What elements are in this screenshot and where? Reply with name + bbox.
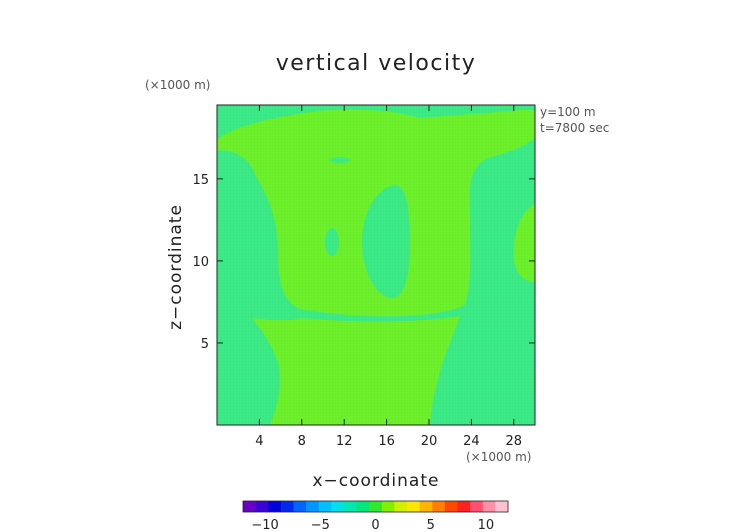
colorbar-swatch <box>470 501 484 512</box>
updraft-region-lower <box>252 316 460 425</box>
colorbar-swatch <box>394 501 408 512</box>
colorbar-swatch <box>306 501 320 512</box>
colorbar-swatch <box>495 501 509 512</box>
annotation-y-level: y=100 m <box>540 105 596 119</box>
colorbar-swatch <box>419 501 433 512</box>
x-tick-label: 24 <box>463 434 480 449</box>
colorbar-swatch <box>457 501 471 512</box>
colorbar-tick-label: 5 <box>427 518 435 532</box>
colorbar-swatch <box>243 501 257 512</box>
colorbar-swatch <box>293 501 307 512</box>
inner-cell-top <box>330 157 350 163</box>
x-axis-ticks: 4 8 12 16 20 24 28 <box>255 105 522 449</box>
x-tick-label: 20 <box>421 434 438 449</box>
colorbar-swatch <box>255 501 269 512</box>
colorbar-ticks: −10 −5 0 5 10 <box>251 518 494 532</box>
colorbar-swatch <box>280 501 294 512</box>
x-tick-label: 8 <box>298 434 306 449</box>
y-tick-label: 5 <box>201 337 209 352</box>
colorbar-tick-label: −10 <box>251 518 278 532</box>
annotation-time: t=7800 sec <box>540 121 609 135</box>
colorbar-swatch <box>356 501 370 512</box>
faint-grid <box>217 105 535 425</box>
updraft-region-right <box>513 204 535 282</box>
plot-area: 4 8 12 16 20 24 28 5 10 15 <box>192 104 536 449</box>
colorbar-swatch <box>369 501 383 512</box>
chart-title: vertical velocity <box>276 51 477 76</box>
colorbar-swatch <box>331 501 345 512</box>
colorbar-tick-label: 0 <box>371 518 379 532</box>
colorbar <box>242 500 509 513</box>
colorbar-swatch <box>268 501 282 512</box>
colorbar-swatch <box>482 501 496 512</box>
inner-cell-small <box>325 228 339 256</box>
x-unit-label: (×1000 m) <box>466 450 531 464</box>
field-contours-inner <box>325 157 410 298</box>
colorbar-swatch <box>381 501 395 512</box>
colorbar-swatch <box>318 501 332 512</box>
plot-frame <box>216 104 536 426</box>
y-unit-label: (×1000 m) <box>145 78 210 92</box>
x-tick-label: 28 <box>506 434 523 449</box>
y-axis-ticks: 5 10 15 <box>192 173 535 352</box>
colorbar-swatch <box>444 501 458 512</box>
colorbar-swatch <box>343 501 357 512</box>
colorbar-swatch <box>407 501 421 512</box>
colorbar-swatch <box>432 501 446 512</box>
y-tick-label: 10 <box>192 255 209 270</box>
colorbar-tick-label: −5 <box>311 518 330 532</box>
y-tick-label: 15 <box>192 173 209 188</box>
inner-cell-large <box>362 185 410 298</box>
x-tick-label: 4 <box>255 434 263 449</box>
y-axis-label: z−coordinate <box>166 204 186 330</box>
colorbar-frame <box>242 500 509 513</box>
x-tick-label: 12 <box>336 434 353 449</box>
x-tick-label: 16 <box>378 434 395 449</box>
x-axis-label: x−coordinate <box>313 471 440 491</box>
colorbar-tick-label: 10 <box>478 518 495 532</box>
